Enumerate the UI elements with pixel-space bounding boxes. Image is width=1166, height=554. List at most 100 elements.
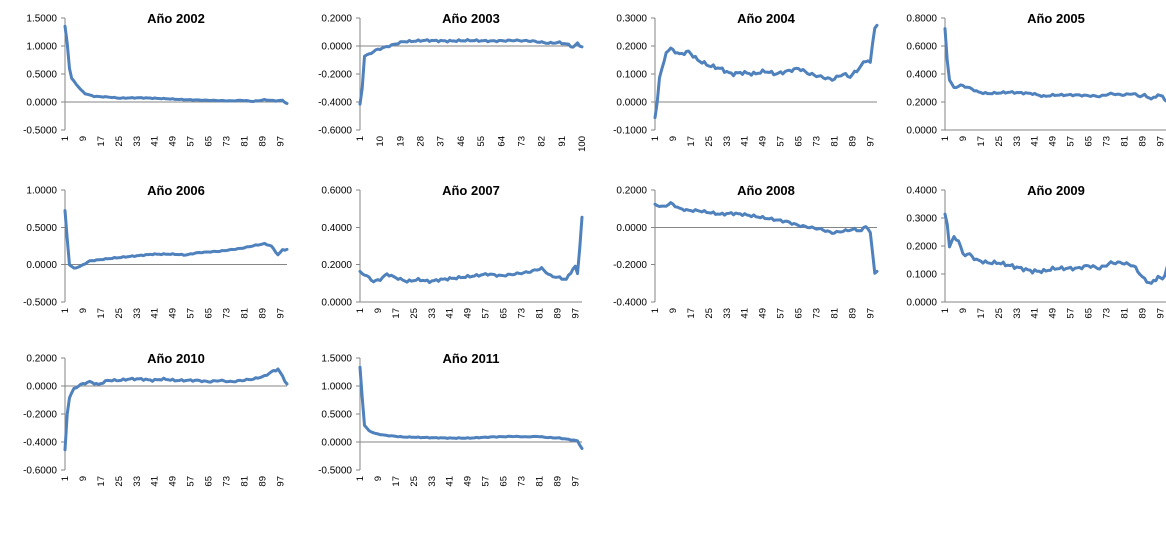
y-tick-label: 0.2000 (616, 186, 647, 197)
x-tick-label: 33 (132, 476, 143, 487)
x-tick-label: 33 (132, 308, 143, 319)
series-line (653, 201, 879, 275)
x-tick-label: 25 (994, 308, 1005, 319)
x-tick-label: 57 (776, 136, 787, 147)
chart-svg: Año 20111.50001.00000.50000.0000-0.50001… (318, 351, 584, 487)
x-tick-label: 9 (373, 308, 384, 313)
y-tick-label: 0.2000 (906, 98, 937, 109)
x-tick-label: 17 (686, 136, 697, 147)
x-tick-label: 73 (221, 136, 232, 147)
x-tick-label: 17 (96, 308, 107, 319)
x-tick-label: 9 (373, 476, 384, 481)
x-tick-label: 97 (275, 308, 286, 319)
x-tick-label: 89 (552, 476, 563, 487)
x-tick-label: 81 (239, 308, 250, 319)
x-tick-label: 64 (496, 136, 507, 147)
x-tick-label: 81 (1119, 308, 1130, 319)
chart-title: Año 2008 (737, 183, 795, 198)
x-tick-label: 57 (481, 476, 492, 487)
x-tick-label: 1 (355, 476, 366, 481)
x-tick-label: 97 (570, 308, 581, 319)
chart-title: Año 2002 (147, 11, 205, 26)
y-tick-label: -0.6000 (318, 126, 352, 137)
x-tick-label: 10 (375, 136, 386, 147)
x-tick-label: 9 (78, 136, 89, 141)
x-tick-label: 1 (60, 136, 71, 141)
chart-panel: Año 2007 0.6000 0.4000 0.2000 0.0000 1 9 17 25 33… (295, 172, 584, 352)
x-tick-label: 17 (96, 476, 107, 487)
x-tick-label: 33 (1012, 308, 1023, 319)
x-tick-label: 33 (427, 308, 438, 319)
y-tick-label: 0.3000 (906, 214, 937, 225)
x-tick-label: 17 (391, 308, 402, 319)
x-tick-label: 49 (168, 136, 179, 147)
x-tick-label: 97 (865, 308, 876, 319)
x-tick-label: 49 (1048, 308, 1059, 319)
x-tick-label: 49 (1048, 136, 1059, 147)
x-tick-label: 49 (758, 308, 769, 319)
series-line (63, 367, 289, 452)
y-tick-label: 0.5000 (26, 223, 57, 234)
x-tick-label: 17 (686, 308, 697, 319)
x-tick-label: 81 (829, 136, 840, 147)
x-tick-label: 41 (150, 308, 161, 319)
x-tick-label: 33 (132, 136, 143, 147)
y-tick-label: 0.0000 (616, 98, 647, 109)
x-tick-label: 41 (740, 136, 751, 147)
y-tick-label: 1.0000 (26, 42, 57, 53)
x-tick-label: 41 (1030, 136, 1041, 147)
x-tick-label: 97 (275, 136, 286, 147)
x-tick-label: 65 (1084, 308, 1095, 319)
y-tick-label: 0.1000 (906, 270, 937, 281)
chart-svg: Año 20021.50001.00000.50000.0000-0.50001… (23, 11, 289, 147)
x-tick-label: 65 (204, 476, 215, 487)
x-tick-label: 81 (239, 476, 250, 487)
x-tick-label: 33 (427, 476, 438, 487)
x-tick-label: 65 (499, 308, 510, 319)
y-tick-label: 0.5000 (26, 70, 57, 81)
chart-title: Año 2009 (1027, 183, 1085, 198)
chart-panel: Año 2006 1.0000 0.5000 0.0000 -0.5000 1 9 17 25 3… (0, 172, 289, 352)
x-tick-label: 41 (740, 308, 751, 319)
x-tick-label: 65 (1084, 136, 1095, 147)
x-tick-label: 89 (257, 136, 268, 147)
x-tick-label: 49 (758, 136, 769, 147)
x-tick-label: 9 (78, 308, 89, 313)
y-tick-label: 0.0000 (321, 438, 352, 449)
x-tick-label: 1 (60, 476, 71, 481)
y-tick-label: -0.5000 (23, 126, 57, 137)
x-tick-label: 73 (1101, 308, 1112, 319)
series-line (358, 38, 584, 106)
x-tick-label: 9 (78, 476, 89, 481)
chart-svg: Año 2010 0.2000 0.0000 -0.2000 -0.4000 -0.600… (23, 351, 289, 487)
chart-panel: Año 2003 0.2000 0.0000 -0.2000 -0.4000 -0.600… (295, 0, 588, 180)
chart-title: Año 2006 (147, 183, 205, 198)
x-tick-label: 17 (976, 308, 987, 319)
x-tick-label: 46 (456, 136, 467, 147)
chart-svg: Año 20040.30000.20000.10000.0000-0.10001… (613, 11, 879, 147)
x-tick-label: 41 (150, 136, 161, 147)
x-tick-label: 97 (275, 476, 286, 487)
chart-svg: Año 2003 0.2000 0.0000 -0.2000 -0.4000 -0.600… (318, 11, 588, 152)
x-tick-label: 33 (722, 308, 733, 319)
chart-title: Año 2003 (442, 11, 500, 26)
x-tick-label: 25 (704, 308, 715, 319)
x-tick-label: 17 (96, 136, 107, 147)
series-line (63, 24, 289, 105)
chart-title: Año 2011 (442, 351, 499, 366)
x-tick-label: 57 (186, 136, 197, 147)
series-line (63, 209, 289, 270)
x-tick-label: 41 (445, 476, 456, 487)
chart-panel: Año 2002 1.5000 1.0000 0.5000 0.0000 -0.5000 1… (0, 0, 289, 180)
y-tick-label: 0.0000 (321, 42, 352, 53)
y-tick-label: -0.4000 (318, 98, 352, 109)
x-tick-label: 81 (239, 136, 250, 147)
x-tick-label: 73 (516, 308, 527, 319)
x-tick-label: 97 (570, 476, 581, 487)
x-tick-label: 57 (186, 476, 197, 487)
y-tick-label: 1.0000 (26, 186, 57, 197)
y-tick-label: -0.5000 (318, 466, 352, 477)
y-tick-label: 0.2000 (906, 242, 937, 253)
